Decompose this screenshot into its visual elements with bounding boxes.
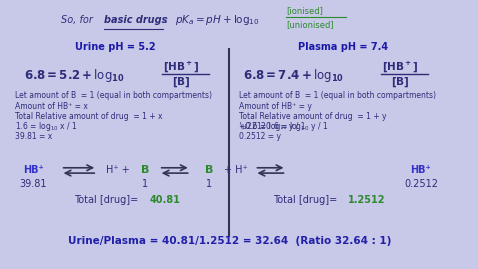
Text: [unionised]: [unionised] [286,20,334,29]
Text: Urine/Plasma = 40.81/1.2512 = 32.64  (Ratio 32.64 : 1): Urine/Plasma = 40.81/1.2512 = 32.64 (Rat… [68,236,391,246]
Text: H⁺ +: H⁺ + [106,165,130,175]
Text: Total Relative amount of drug  = 1 + y: Total Relative amount of drug = 1 + y [239,112,386,121]
Text: $\mathbf{6.8 = 7.4 + \log_{10}}$: $\mathbf{6.8 = 7.4 + \log_{10}}$ [243,68,344,84]
Text: Let amount of B  = 1 (equal in both compartments): Let amount of B = 1 (equal in both compa… [15,91,212,100]
Text: \u22120.6 = log$_{10}$ y / 1: \u22120.6 = log$_{10}$ y / 1 [239,120,328,133]
Text: 0.2512: 0.2512 [404,179,438,189]
Text: 1.6 = log$_{10}$ x / 1: 1.6 = log$_{10}$ x / 1 [15,120,77,133]
Text: Amount of HB⁺ = y: Amount of HB⁺ = y [239,101,311,111]
Text: 1.2512: 1.2512 [348,195,385,205]
Text: B: B [141,165,149,175]
Text: $\mathbf{[B]}$: $\mathbf{[B]}$ [173,76,191,89]
Text: basic drugs: basic drugs [104,15,167,25]
Text: + H⁺: + H⁺ [224,165,248,175]
Text: HB⁺: HB⁺ [411,165,431,175]
Text: [ionised]: [ionised] [286,6,323,15]
Text: 0.2512 = y: 0.2512 = y [239,132,281,141]
Text: $\mathbf{[B]}$: $\mathbf{[B]}$ [391,76,410,89]
Text: Amount of HB⁺ = x: Amount of HB⁺ = x [15,101,88,111]
Text: 40.81: 40.81 [150,195,181,205]
Text: Urine pH = 5.2: Urine pH = 5.2 [75,42,156,52]
Text: Total Relative amount of drug  = 1 + x: Total Relative amount of drug = 1 + x [15,112,163,121]
Text: $\mathbf{[HB^+]}$: $\mathbf{[HB^+]}$ [163,59,200,74]
Text: 1: 1 [206,179,212,189]
Text: Let amount of B  = 1 (equal in both compartments): Let amount of B = 1 (equal in both compa… [239,91,435,100]
Text: Total [drug]=: Total [drug]= [273,195,337,205]
Text: 39.81 = x: 39.81 = x [15,132,52,141]
Text: 39.81: 39.81 [20,179,47,189]
Text: $\mathbf{6.8 = 5.2 + \log_{10}}$: $\mathbf{6.8 = 5.2 + \log_{10}}$ [24,68,125,84]
Text: HB⁺: HB⁺ [23,165,43,175]
Text: :: : [164,15,167,25]
Text: 1: 1 [142,179,148,189]
Text: So, for: So, for [61,15,96,25]
Text: B: B [205,165,213,175]
Text: $pK_a = pH + \log_{10}$: $pK_a = pH + \log_{10}$ [174,13,260,27]
Text: $\mathbf{[HB^+]}$: $\mathbf{[HB^+]}$ [382,59,419,74]
Text: Total [drug]=: Total [drug]= [75,195,139,205]
Text: Plasma pH = 7.4: Plasma pH = 7.4 [298,42,389,52]
Text: −0.6 = log₁₀ y / 1: −0.6 = log₁₀ y / 1 [239,122,305,131]
